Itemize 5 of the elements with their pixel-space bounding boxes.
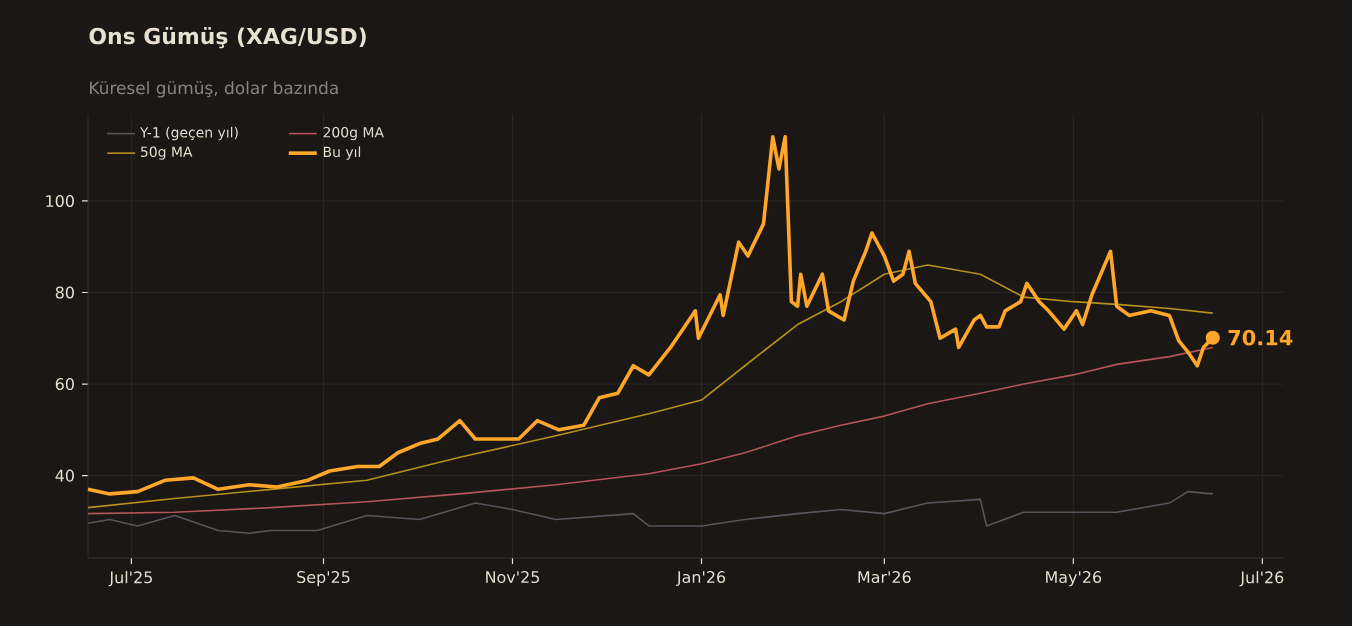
line-series bbox=[87, 346, 1214, 515]
line-series bbox=[87, 264, 1214, 509]
annotation: 70.14 bbox=[1228, 329, 1293, 346]
chart-subtitle: Küresel gümüş, dolar bazında bbox=[90, 81, 338, 98]
chart-title: Ons Gümüş (XAG/USD) bbox=[89, 27, 366, 49]
